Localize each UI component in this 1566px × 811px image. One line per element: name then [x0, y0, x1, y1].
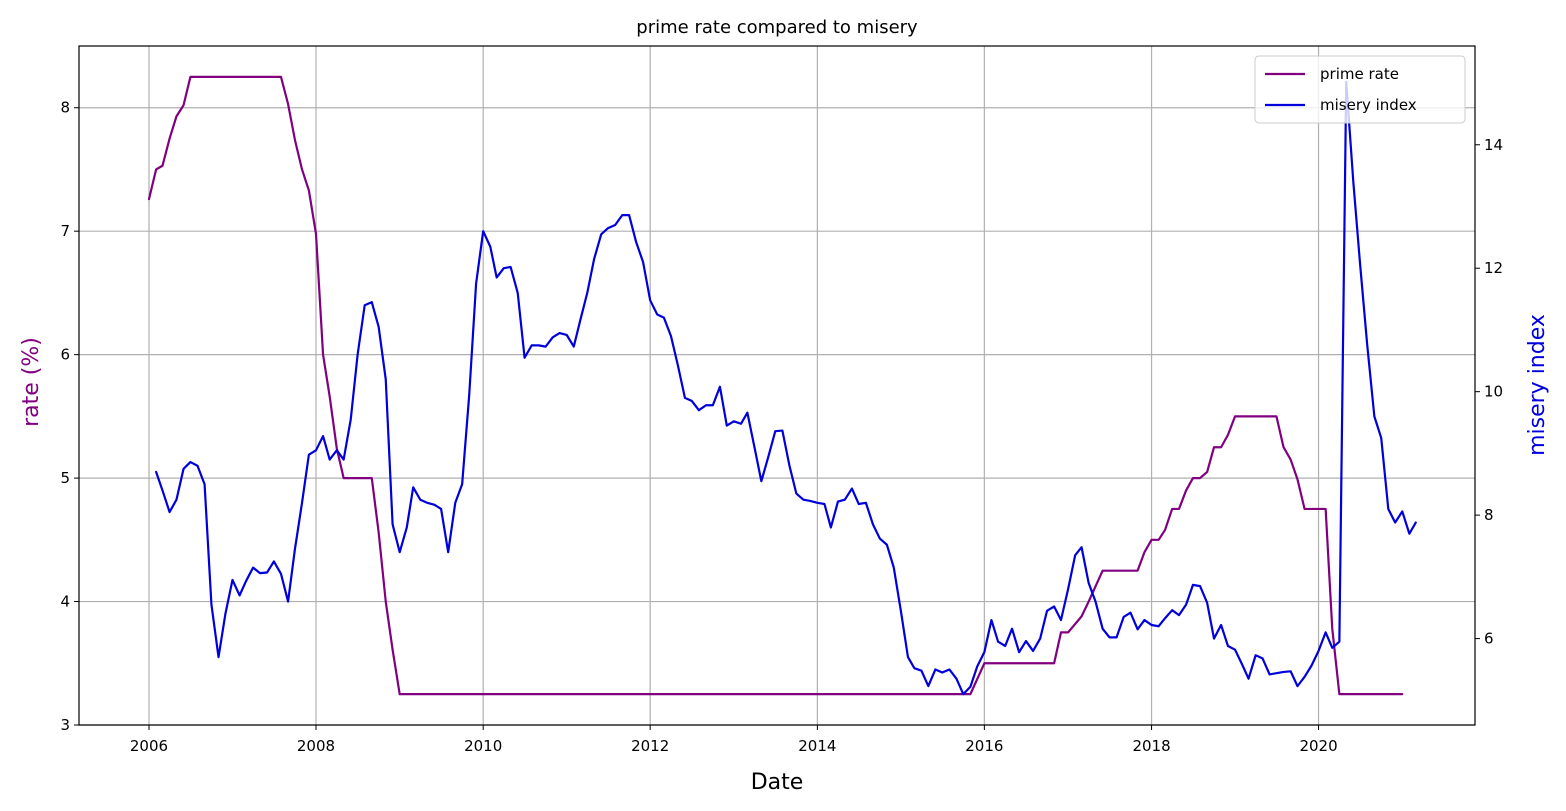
axis-ticks: 2006 2008 2010 2012 2014 2016 2018 2020 3 4 5 6 7 8 6 8… — [60, 99, 1503, 755]
y-left-tick-label: 3 — [60, 716, 70, 734]
y-right-tick-label: 10 — [1484, 383, 1503, 401]
y-left-tick-label: 7 — [60, 222, 70, 240]
y-right-tick-label: 8 — [1484, 506, 1494, 524]
chart-title: prime rate compared to misery — [636, 17, 918, 38]
x-tick-label: 2016 — [965, 737, 1003, 755]
y-left-tick-label: 5 — [60, 469, 70, 487]
y-right-tick-label: 12 — [1484, 259, 1503, 277]
x-tick-label: 2006 — [130, 737, 168, 755]
x-tick-label: 2014 — [798, 737, 836, 755]
y-left-tick-label: 6 — [60, 346, 70, 364]
x-tick-label: 2018 — [1132, 737, 1170, 755]
y-left-tick-label: 8 — [60, 99, 70, 117]
x-tick-label: 2010 — [464, 737, 502, 755]
legend-box — [1254, 55, 1466, 124]
y-axis-right-label: misery index — [1525, 314, 1550, 456]
legend-label-prime-rate: prime rate — [1320, 65, 1399, 83]
series-lines — [147, 75, 1417, 696]
legend-label-misery-index: misery index — [1320, 96, 1417, 114]
y-left-tick-label: 4 — [60, 593, 70, 611]
y-right-tick-label: 14 — [1484, 136, 1503, 154]
x-axis-label: Date — [751, 770, 804, 795]
x-tick-label: 2020 — [1299, 737, 1337, 755]
y-axis-left-label: rate (%) — [19, 337, 44, 427]
x-tick-label: 2008 — [297, 737, 335, 755]
plot-area-frame — [78, 45, 1476, 726]
x-tick-label: 2012 — [631, 737, 669, 755]
series-line-misery-index — [154, 80, 1417, 696]
legend: prime rate misery index — [1254, 55, 1466, 124]
y-right-tick-label: 6 — [1484, 630, 1494, 648]
series-line-prime-rate — [147, 75, 1404, 696]
